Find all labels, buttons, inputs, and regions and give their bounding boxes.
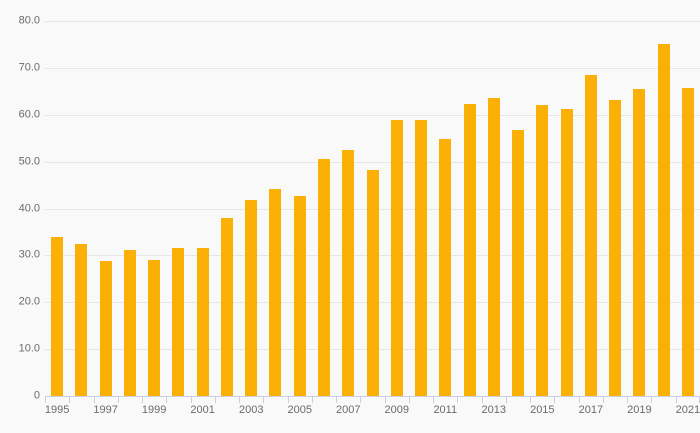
x-axis-tick: [530, 396, 532, 403]
x-axis-tick: [505, 396, 507, 403]
bar[interactable]: [148, 259, 161, 396]
x-axis-tick-label: 2009: [384, 404, 409, 416]
x-axis-tick: [45, 396, 46, 403]
x-axis-tick: [457, 396, 459, 403]
x-axis-tick-label: 2005: [287, 404, 312, 416]
x-axis-ticks: [45, 396, 700, 404]
x-axis-tick: [214, 396, 216, 403]
bar[interactable]: [245, 199, 258, 396]
bar[interactable]: [220, 218, 233, 396]
bar[interactable]: [536, 104, 549, 396]
bar[interactable]: [269, 188, 282, 396]
bar[interactable]: [75, 243, 88, 396]
y-axis: 0 10.0 20.0 30.0 40.0 50.0 60.0 70.0 80.0: [0, 0, 40, 433]
bar[interactable]: [487, 97, 500, 396]
x-axis-tick-label: 2015: [530, 404, 555, 416]
x-axis-tick-label: 2011: [433, 404, 458, 416]
bar[interactable]: [415, 119, 428, 396]
bar[interactable]: [123, 250, 136, 396]
y-axis-tick-label: 80.0: [18, 14, 40, 27]
x-axis-tick: [69, 396, 71, 403]
bar[interactable]: [560, 109, 573, 396]
gridline: [45, 21, 700, 22]
bars-layer: [45, 21, 700, 396]
x-axis-tick: [384, 396, 386, 403]
x-axis-tick: [336, 396, 338, 403]
x-axis-tick-label: 2017: [578, 404, 604, 416]
x-axis-tick-label: 2021: [675, 404, 700, 416]
y-axis-tick-label: 70.0: [18, 61, 40, 74]
x-axis-tick-label: 1995: [44, 404, 70, 416]
x-axis-tick-label: 2013: [481, 404, 507, 416]
x-axis-tick: [360, 396, 362, 403]
bar[interactable]: [463, 103, 476, 396]
y-axis-tick-label: 60.0: [18, 108, 40, 121]
x-axis-tick-label: 1997: [93, 404, 118, 416]
x-axis-tick-label: 1999: [141, 404, 167, 416]
x-axis-tick: [481, 396, 483, 403]
x-axis-tick: [190, 396, 192, 403]
gridline: [45, 161, 700, 163]
bar[interactable]: [439, 139, 452, 396]
x-axis-tick: [651, 396, 653, 403]
x-axis-tick-label: 2019: [627, 404, 652, 416]
x-axis-tick-label: 2003: [238, 404, 264, 416]
x-axis-tick: [408, 396, 410, 403]
bar[interactable]: [342, 150, 355, 396]
x-axis-tick: [554, 396, 556, 403]
x-axis-line: [45, 396, 700, 397]
x-axis-tick-label: 2007: [335, 404, 361, 416]
x-axis-tick-label: 2001: [190, 404, 215, 416]
bar[interactable]: [633, 88, 646, 396]
bar[interactable]: [196, 247, 209, 396]
bar[interactable]: [584, 75, 597, 396]
bar[interactable]: [317, 158, 330, 396]
gridline: [45, 114, 700, 116]
y-axis-tick-label: 10.0: [18, 342, 40, 355]
bar[interactable]: [99, 260, 112, 396]
x-axis-tick: [675, 396, 677, 403]
x-axis-tick: [117, 396, 119, 403]
bar[interactable]: [172, 247, 185, 396]
x-axis-tick: [627, 396, 629, 403]
x-axis-tick: [142, 396, 144, 403]
x-axis-tick: [239, 396, 241, 403]
bar[interactable]: [390, 119, 403, 396]
bar[interactable]: [366, 169, 379, 396]
y-axis-tick-label: 20.0: [18, 295, 40, 308]
bar[interactable]: [512, 129, 525, 396]
bar[interactable]: [609, 100, 622, 396]
x-axis-tick: [578, 396, 580, 403]
bar[interactable]: [293, 195, 306, 396]
bar[interactable]: [51, 236, 64, 396]
x-axis-tick: [263, 396, 265, 403]
y-axis-tick-label: 50.0: [18, 155, 40, 168]
x-axis-tick: [93, 396, 95, 403]
bar[interactable]: [681, 87, 694, 396]
x-axis-tick: [287, 396, 289, 403]
bar[interactable]: [657, 44, 670, 396]
gridline: [45, 67, 700, 69]
x-axis-tick: [166, 396, 168, 403]
x-axis-tick: [602, 396, 604, 403]
y-axis-tick-label: 40.0: [18, 202, 40, 214]
x-axis-tick: [433, 396, 435, 403]
y-axis-tick-label: 0: [33, 389, 40, 402]
y-axis-tick-label: 30.0: [18, 248, 40, 261]
x-axis: 1995 1997 1999 2001 2003 2005 2007 2009 2011 2013…: [45, 404, 700, 424]
x-axis-tick: [311, 396, 313, 403]
